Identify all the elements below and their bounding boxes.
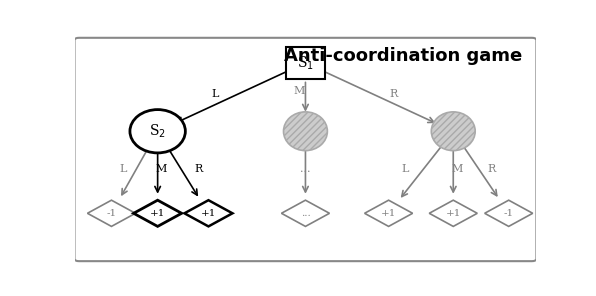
Ellipse shape <box>130 110 185 153</box>
Text: R: R <box>194 164 203 174</box>
Text: L: L <box>401 164 408 174</box>
Text: ...: ... <box>300 164 311 174</box>
Polygon shape <box>281 200 330 226</box>
Text: M: M <box>294 86 305 96</box>
Text: +1: +1 <box>381 209 396 218</box>
Text: L: L <box>119 164 127 174</box>
Polygon shape <box>88 200 135 226</box>
Text: M: M <box>156 164 167 174</box>
FancyBboxPatch shape <box>286 47 325 79</box>
Polygon shape <box>365 200 412 226</box>
Text: +1: +1 <box>150 209 165 218</box>
Polygon shape <box>184 200 232 226</box>
Polygon shape <box>429 200 477 226</box>
Polygon shape <box>134 200 182 226</box>
Text: R: R <box>488 164 496 174</box>
Text: S$_2$: S$_2$ <box>149 123 166 140</box>
Text: +1: +1 <box>201 209 216 218</box>
Text: S$_1$: S$_1$ <box>297 54 314 72</box>
Text: -1: -1 <box>504 209 514 218</box>
Polygon shape <box>485 200 533 226</box>
Ellipse shape <box>432 112 475 151</box>
Text: L: L <box>212 89 219 99</box>
Text: M: M <box>451 164 462 174</box>
Ellipse shape <box>284 112 327 151</box>
Text: Anti-coordination game: Anti-coordination game <box>284 47 523 65</box>
Text: ...: ... <box>300 209 311 218</box>
Text: R: R <box>389 89 398 99</box>
Text: +1: +1 <box>446 209 461 218</box>
Text: -1: -1 <box>107 209 116 218</box>
FancyBboxPatch shape <box>74 38 536 261</box>
